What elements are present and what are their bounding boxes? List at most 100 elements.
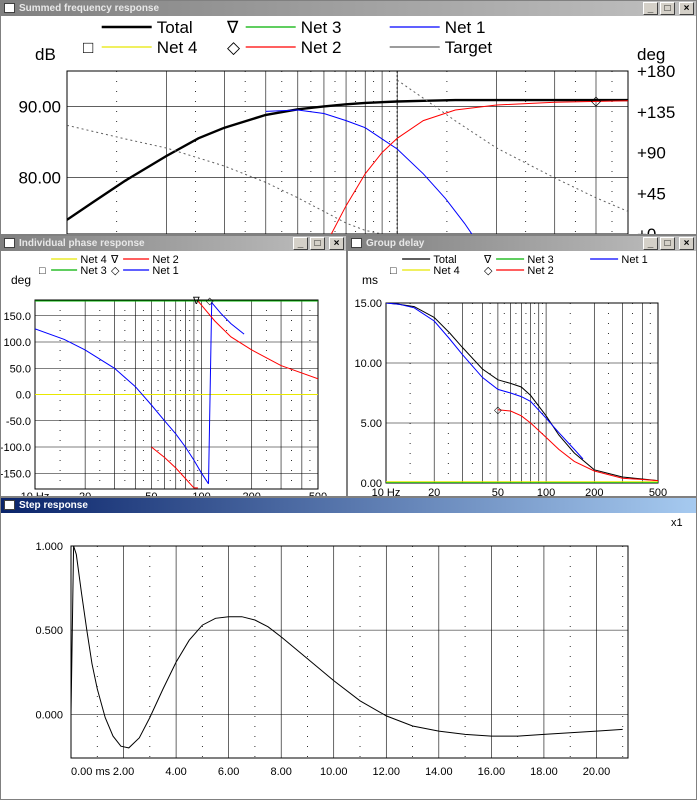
- phase-xtick: 200: [243, 491, 261, 496]
- phase-series-net-2: [151, 446, 198, 489]
- group-xtick: 200: [585, 487, 603, 496]
- group-ytick: 15.00: [354, 298, 382, 310]
- summed-ylabel-left: dB: [35, 45, 56, 64]
- group-title: Group delay: [366, 238, 425, 249]
- summed-legend-label: Net 1: [445, 18, 486, 37]
- step-xtick: 12.00: [373, 766, 401, 778]
- minimize-button[interactable]: _: [293, 237, 308, 250]
- phase-series-net-2: [197, 300, 318, 380]
- summed-series-target: [67, 124, 383, 234]
- group-ytick: 10.00: [354, 358, 382, 370]
- phase-marker: ◇: [206, 296, 214, 307]
- phase-legend-symbol: ∇: [110, 254, 119, 266]
- phase-xtick: 20: [79, 491, 91, 496]
- phase-legend-label: Net 1: [152, 265, 178, 277]
- phase-legend-symbol: □: [39, 265, 46, 277]
- step-ytick: 0.000: [35, 709, 63, 721]
- group-series-net-1: [386, 303, 584, 460]
- group-legend-label: Net 1: [621, 254, 647, 266]
- window-icon[interactable]: [4, 500, 15, 510]
- group-xtick: 50: [492, 487, 504, 496]
- maximize-button[interactable]: □: [310, 237, 325, 250]
- group-chart[interactable]: ms Total ∇ Net 3 Net 1 □ Net 4 ◇ Net 2 15.00 10.00…: [348, 251, 696, 496]
- step-xtick: 2.00: [113, 766, 134, 778]
- step-ytick: 1.000: [35, 541, 63, 553]
- maximize-button[interactable]: □: [660, 2, 675, 15]
- summed-legend-symbol: ◇: [227, 38, 241, 57]
- phase-xtick: 50: [145, 491, 157, 496]
- group-legend-label: Net 3: [527, 254, 553, 266]
- phase-legend-label: Net 4: [80, 254, 106, 266]
- summed-legend-label: Total: [157, 18, 193, 37]
- step-plot-frame: [70, 545, 629, 759]
- step-xtick: 6.00: [218, 766, 239, 778]
- group-legend-label: Total: [433, 254, 456, 266]
- group-plot-frame: [385, 302, 659, 484]
- group-xtick: 20: [428, 487, 440, 496]
- plot-area: [386, 303, 658, 483]
- group-ytick: 0.00: [361, 478, 382, 490]
- summed-legend-label: Net 4: [157, 38, 198, 57]
- group-series-total: [386, 303, 658, 482]
- group-legend-symbol: ∇: [483, 254, 492, 266]
- plot-area: [35, 300, 318, 489]
- summed-series-net-2: [330, 100, 628, 234]
- minimize-button[interactable]: _: [643, 237, 658, 250]
- summed-legend-label: Net 3: [301, 18, 342, 37]
- summed-series-net-1: [265, 109, 473, 234]
- group-ytick: 5.00: [361, 418, 382, 430]
- group-legend-symbol: ◇: [484, 265, 493, 277]
- summed-series-total: [67, 98, 628, 221]
- phase-marker: ∇: [192, 296, 200, 307]
- step-xtick: 8.00: [270, 766, 291, 778]
- phase-legend-label: Net 2: [152, 254, 178, 266]
- group-ylabel: ms: [362, 273, 378, 287]
- summed-marker: ◇: [591, 93, 601, 108]
- window-icon[interactable]: [4, 3, 15, 13]
- phase-xtick: 500: [309, 491, 327, 496]
- summed-ytick-right: +135: [637, 103, 675, 122]
- summed-ylabel-right: deg: [637, 45, 665, 64]
- group-legend-symbol: □: [390, 265, 397, 277]
- phase-ytick: 100.0: [3, 337, 31, 349]
- window-icon[interactable]: [4, 238, 15, 248]
- group-title-bar[interactable]: Group delay _ □ ×: [348, 236, 696, 251]
- minimize-button[interactable]: _: [643, 2, 658, 15]
- summed-window: Summed frequency response _ □ × dB deg Tot…: [0, 0, 697, 235]
- close-button[interactable]: ×: [679, 2, 694, 15]
- phase-title-bar[interactable]: Individual phase response _ □ ×: [1, 236, 346, 251]
- summed-legend-symbol: ∇: [226, 18, 239, 37]
- step-series-step: [71, 546, 623, 749]
- summed-ytick-right: +180: [637, 62, 675, 81]
- group-series-net-2: [497, 409, 658, 482]
- group-xtick: 500: [649, 487, 667, 496]
- summed-ytick-left: 80.00: [18, 168, 61, 187]
- group-xtick: 100: [537, 487, 555, 496]
- summed-ytick-right: +45: [637, 184, 666, 203]
- summed-ytick-right: +0: [637, 225, 656, 234]
- summed-title-bar[interactable]: Summed frequency response _ □ ×: [1, 1, 696, 16]
- step-window: Step response x1 0.00 ms 2.00 4.00 6.00 8.00 1…: [0, 497, 697, 800]
- phase-legend-symbol: ◇: [111, 265, 120, 277]
- maximize-button[interactable]: □: [660, 237, 675, 250]
- phase-ytick: 50.0: [10, 363, 31, 375]
- phase-legend-label: Net 3: [80, 265, 106, 277]
- summed-ytick-left: 90.00: [18, 97, 61, 116]
- phase-ylabel: deg: [11, 273, 31, 287]
- close-button[interactable]: ×: [679, 237, 694, 250]
- step-xtick: 10.00: [320, 766, 348, 778]
- window-icon[interactable]: [351, 238, 362, 248]
- step-title-bar[interactable]: Step response: [1, 498, 696, 513]
- summed-ytick-right: +90: [637, 144, 666, 163]
- summed-chart[interactable]: dB deg Total ∇ Net 3 Net 1 □ Net 4 ◇ Net 2 Target 9…: [1, 16, 696, 234]
- phase-series-net-1: [35, 328, 209, 485]
- step-xtick: 18.00: [530, 766, 558, 778]
- phase-window: Individual phase response _ □ × deg Net 4…: [0, 235, 347, 497]
- summed-legend-symbol: □: [83, 38, 93, 57]
- plot-area: [71, 546, 623, 749]
- close-button[interactable]: ×: [329, 237, 344, 250]
- step-xtick: 14.00: [425, 766, 453, 778]
- phase-chart[interactable]: deg Net 4 ∇ Net 2 □ Net 3 ◇ Net 1 150.0 100.0 50.0…: [1, 251, 346, 496]
- step-xtick: 0.00 ms: [71, 766, 111, 778]
- step-chart[interactable]: x1 0.00 ms 2.00 4.00 6.00 8.00 10.00 12.00 14.00…: [1, 513, 696, 799]
